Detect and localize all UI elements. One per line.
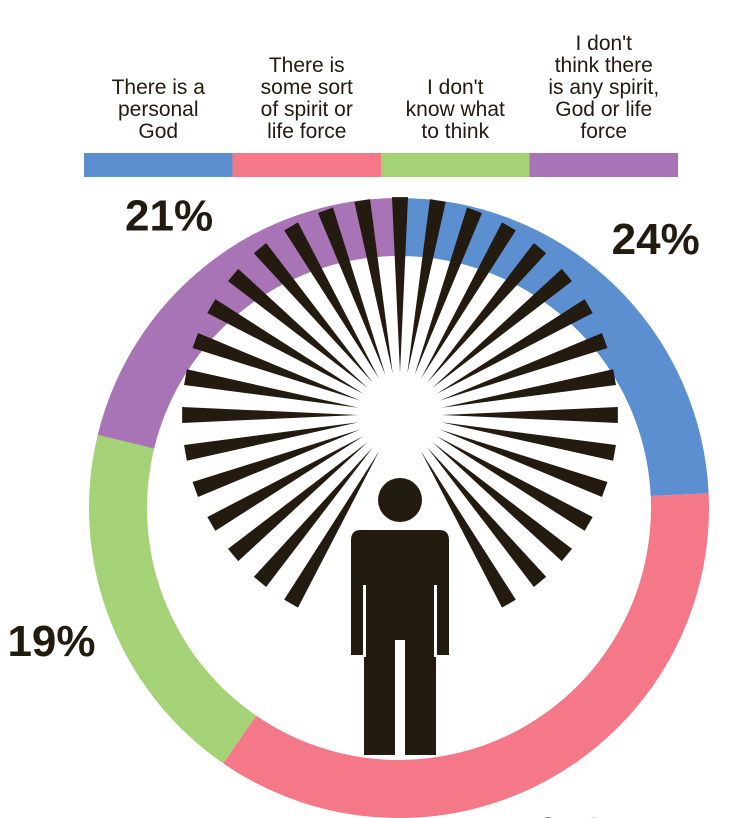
- legend-swatch-i-don-t-know-what-to-think: [381, 153, 530, 177]
- ray: [184, 422, 359, 461]
- ray: [421, 222, 516, 379]
- legend-label-i-don-t-know-what-to-think: I don't know what to think: [406, 76, 505, 143]
- ray: [426, 242, 547, 383]
- radiating-rays-illustration: [182, 197, 618, 608]
- person-body: [351, 530, 449, 755]
- percentage-label-there-is-a-personal-god: 24%: [612, 215, 700, 264]
- ray: [284, 451, 379, 608]
- ray: [442, 407, 618, 423]
- donut-slice-i-don-t-think-there-is-any-spirit-god-or-life-force: [97, 198, 400, 449]
- percentage-label-i-don-t-think-there-is-any-spirit-god-or-life-force: 21%: [125, 192, 213, 241]
- ray: [441, 422, 616, 461]
- ray: [439, 429, 608, 498]
- person-icon: [351, 478, 449, 755]
- ray: [207, 299, 364, 394]
- ray: [192, 332, 361, 401]
- legend-swatch-there-is-some-sort-of-spirit-or-life-force: [232, 153, 381, 177]
- ray: [192, 429, 361, 498]
- ray: [421, 451, 516, 608]
- ray: [184, 369, 359, 408]
- percentage-label-there-is-some-sort-of-spirit-or-life-force: 35%: [536, 809, 624, 818]
- ray: [207, 436, 364, 531]
- ray: [227, 441, 368, 562]
- ray: [392, 197, 408, 373]
- ray: [227, 268, 368, 389]
- donut-slice-i-don-t-know-what-to-think: [89, 434, 257, 764]
- ray: [317, 207, 386, 376]
- person-arm-gap-left: [363, 585, 366, 657]
- ray: [414, 207, 483, 376]
- ray: [441, 369, 616, 408]
- legend-swatch-i-don-t-think-there-is-any-spirit-god-or-life-force: [529, 153, 678, 177]
- ray: [426, 447, 547, 588]
- ray: [253, 447, 374, 588]
- ray: [182, 407, 358, 423]
- person-head: [378, 478, 422, 522]
- ray: [354, 199, 393, 374]
- person-arm-gap-right: [434, 585, 437, 657]
- ray: [253, 242, 374, 383]
- legend: There is a personal God There is some sort of…: [84, 32, 678, 177]
- ray: [432, 441, 573, 562]
- ray: [407, 199, 446, 374]
- donut-slice-there-is-some-sort-of-spirit-or-life-force: [223, 493, 709, 818]
- ray: [432, 268, 573, 389]
- ray: [436, 299, 593, 394]
- percentage-labels: 24% 35% 19% 21%: [7, 192, 699, 818]
- legend-label-i-don-t-think-there-is-any-spirit-god-or-life-force: I don't think there is any spirit, God or l…: [548, 32, 659, 143]
- percentage-label-i-don-t-know-what-to-think: 19%: [7, 617, 95, 666]
- ray: [284, 222, 379, 379]
- legend-label-there-is-a-personal-god: There is a personal God: [112, 76, 206, 143]
- legend-label-there-is-some-sort-of-spirit-or-life-force: There is some sort of spirit or life force: [261, 54, 353, 143]
- legend-swatch-there-is-a-personal-god: [84, 153, 233, 177]
- ray: [439, 332, 608, 401]
- ray: [436, 436, 593, 531]
